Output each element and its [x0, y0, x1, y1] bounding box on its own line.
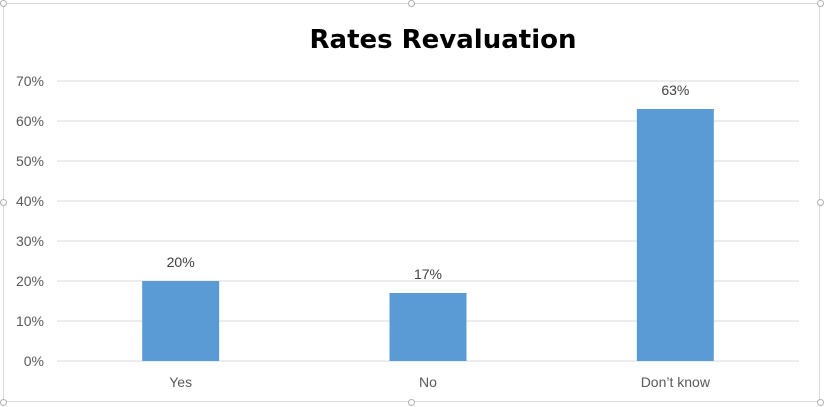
y-tick-label: 30% — [16, 233, 44, 249]
data-label: 17% — [414, 266, 442, 282]
resize-handle-bottom-right[interactable] — [817, 399, 824, 406]
y-tick-label: 20% — [16, 273, 44, 289]
y-tick-label: 10% — [16, 313, 44, 329]
chart-title: Rates Revaluation — [310, 25, 577, 55]
x-tick-label: Don’t know — [641, 374, 711, 390]
y-tick-label: 0% — [24, 353, 44, 369]
resize-handle-bottom-middle[interactable] — [408, 399, 415, 406]
y-tick-label: 40% — [16, 193, 44, 209]
resize-handle-bottom-left[interactable] — [0, 399, 7, 406]
resize-handle-top-left[interactable] — [0, 0, 7, 7]
bar[interactable] — [142, 281, 220, 361]
x-tick-label: No — [419, 374, 437, 390]
y-tick-label: 60% — [16, 113, 44, 129]
resize-handle-top-middle[interactable] — [408, 0, 415, 7]
resize-handle-middle-left[interactable] — [0, 199, 7, 206]
x-tick-label: Yes — [169, 374, 192, 390]
bar[interactable] — [389, 293, 467, 361]
y-axis: 0% 10% 20% 30% 40% 50% 60% 70% — [16, 73, 44, 369]
resize-handle-top-right[interactable] — [817, 0, 824, 7]
data-label: 20% — [167, 254, 195, 270]
y-tick-label: 70% — [16, 73, 44, 89]
bar[interactable] — [636, 109, 714, 361]
bars: 20% 17% 63% — [142, 82, 714, 361]
data-label: 63% — [661, 82, 689, 98]
resize-handle-middle-right[interactable] — [817, 199, 824, 206]
x-axis: Yes No Don’t know — [169, 374, 711, 390]
y-tick-label: 50% — [16, 153, 44, 169]
